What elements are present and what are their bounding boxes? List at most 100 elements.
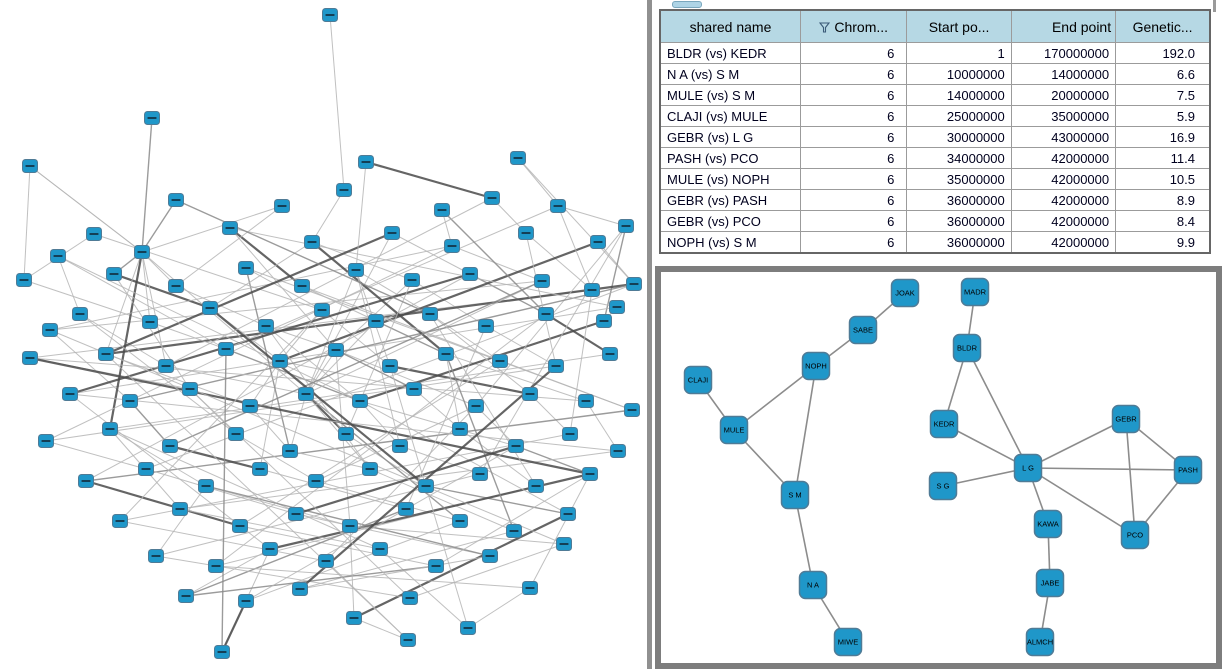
graph-node[interactable]: L G [1013, 453, 1043, 483]
table-cell[interactable]: MULE (vs) NOPH [659, 168, 801, 190]
graph-node[interactable] [162, 439, 178, 453]
graph-node[interactable] [222, 221, 238, 235]
graph-node[interactable] [178, 589, 194, 603]
network-overview-canvas[interactable] [0, 0, 645, 669]
table-cell[interactable]: PASH (vs) PCO [659, 147, 801, 169]
graph-node[interactable] [462, 267, 478, 281]
graph-node[interactable] [238, 594, 254, 608]
table-cell[interactable]: 35000000 [906, 168, 1012, 190]
graph-node[interactable] [508, 439, 524, 453]
table-cell[interactable]: 42000000 [1010, 189, 1117, 211]
table-cell[interactable]: GEBR (vs) PCO [659, 210, 801, 232]
graph-node[interactable]: JOAK [890, 278, 920, 308]
graph-node[interactable] [452, 422, 468, 436]
table-cell[interactable]: 10000000 [906, 63, 1012, 85]
graph-node[interactable] [584, 283, 600, 297]
graph-node[interactable]: PASH [1173, 455, 1203, 485]
table-cell[interactable]: NOPH (vs) S M [659, 231, 801, 254]
table-cell[interactable]: 9.9 [1115, 231, 1211, 254]
graph-node[interactable] [582, 467, 598, 481]
graph-node[interactable] [484, 191, 500, 205]
graph-node[interactable] [262, 542, 278, 556]
graph-node[interactable] [550, 199, 566, 213]
column-header-1[interactable]: Chrom... [799, 9, 908, 43]
graph-node[interactable] [38, 434, 54, 448]
table-row[interactable]: GEBR (vs) L G 6 30000000 43000000 16.9 [659, 126, 1211, 148]
graph-node[interactable] [298, 387, 314, 401]
graph-node[interactable]: ALMCH [1025, 627, 1055, 657]
graph-node[interactable] [208, 559, 224, 573]
table-cell[interactable]: 30000000 [906, 126, 1012, 148]
graph-node[interactable]: MULE [719, 415, 749, 445]
graph-node[interactable] [538, 307, 554, 321]
graph-node[interactable] [112, 514, 128, 528]
graph-node[interactable] [98, 347, 114, 361]
graph-node[interactable] [182, 382, 198, 396]
graph-node[interactable] [62, 387, 78, 401]
graph-node[interactable] [624, 403, 640, 417]
graph-node[interactable] [106, 267, 122, 281]
graph-node[interactable] [406, 382, 422, 396]
graph-node[interactable] [358, 155, 374, 169]
table-cell[interactable]: 8.9 [1115, 189, 1211, 211]
graph-edge[interactable] [1027, 467, 1136, 536]
filter-icon[interactable] [819, 21, 831, 33]
graph-node[interactable]: MADR [960, 277, 990, 307]
table-cell[interactable]: 6 [799, 105, 908, 127]
graph-node[interactable] [292, 582, 308, 596]
graph-edge[interactable] [794, 494, 814, 586]
table-cell[interactable]: 1 [906, 42, 1012, 64]
graph-node[interactable] [168, 279, 184, 293]
graph-node[interactable]: BLDR [952, 333, 982, 363]
graph-node[interactable] [428, 559, 444, 573]
table-cell[interactable]: 36000000 [906, 231, 1012, 254]
graph-node[interactable] [338, 427, 354, 441]
graph-node[interactable] [372, 542, 388, 556]
graph-node[interactable] [626, 277, 642, 291]
graph-node[interactable] [346, 611, 362, 625]
panel-divider[interactable] [647, 0, 652, 669]
graph-node[interactable] [556, 537, 572, 551]
graph-node[interactable] [102, 422, 118, 436]
graph-node[interactable] [86, 227, 102, 241]
graph-node[interactable] [134, 245, 150, 259]
graph-node[interactable] [228, 427, 244, 441]
table-cell[interactable]: 7.5 [1115, 84, 1211, 106]
table-cell[interactable]: 25000000 [906, 105, 1012, 127]
graph-node[interactable] [294, 279, 310, 293]
graph-node[interactable]: GEBR [1111, 404, 1141, 434]
graph-node[interactable] [562, 427, 578, 441]
column-header-2[interactable]: Start po... [906, 9, 1012, 43]
graph-node[interactable] [522, 387, 538, 401]
graph-node[interactable] [72, 307, 88, 321]
graph-node[interactable] [596, 314, 612, 328]
table-cell[interactable]: 42000000 [1010, 231, 1117, 254]
graph-node[interactable] [510, 151, 526, 165]
table-cell[interactable]: 6 [799, 126, 908, 148]
graph-node[interactable] [444, 239, 460, 253]
graph-node[interactable] [452, 514, 468, 528]
table-row[interactable]: NOPH (vs) S M 6 36000000 42000000 9.9 [659, 231, 1211, 254]
graph-node[interactable] [144, 111, 160, 125]
table-row[interactable]: GEBR (vs) PCO 6 36000000 42000000 8.4 [659, 210, 1211, 232]
graph-node[interactable] [468, 399, 484, 413]
graph-node[interactable] [242, 399, 258, 413]
graph-edge[interactable] [1027, 418, 1127, 469]
graph-node[interactable] [22, 159, 38, 173]
graph-node[interactable] [560, 507, 576, 521]
graph-node[interactable] [172, 502, 188, 516]
table-cell[interactable]: 8.4 [1115, 210, 1211, 232]
graph-node[interactable] [258, 319, 274, 333]
graph-node[interactable] [232, 519, 248, 533]
table-row[interactable]: GEBR (vs) PASH 6 36000000 42000000 8.9 [659, 189, 1211, 211]
graph-node[interactable] [22, 351, 38, 365]
graph-node[interactable] [602, 347, 618, 361]
graph-node[interactable] [142, 315, 158, 329]
table-cell[interactable]: 6 [799, 63, 908, 85]
table-cell[interactable]: 6 [799, 147, 908, 169]
graph-node[interactable] [578, 394, 594, 408]
graph-node[interactable] [384, 226, 400, 240]
graph-node[interactable]: S M [780, 480, 810, 510]
graph-node[interactable]: NOPH [801, 351, 831, 381]
